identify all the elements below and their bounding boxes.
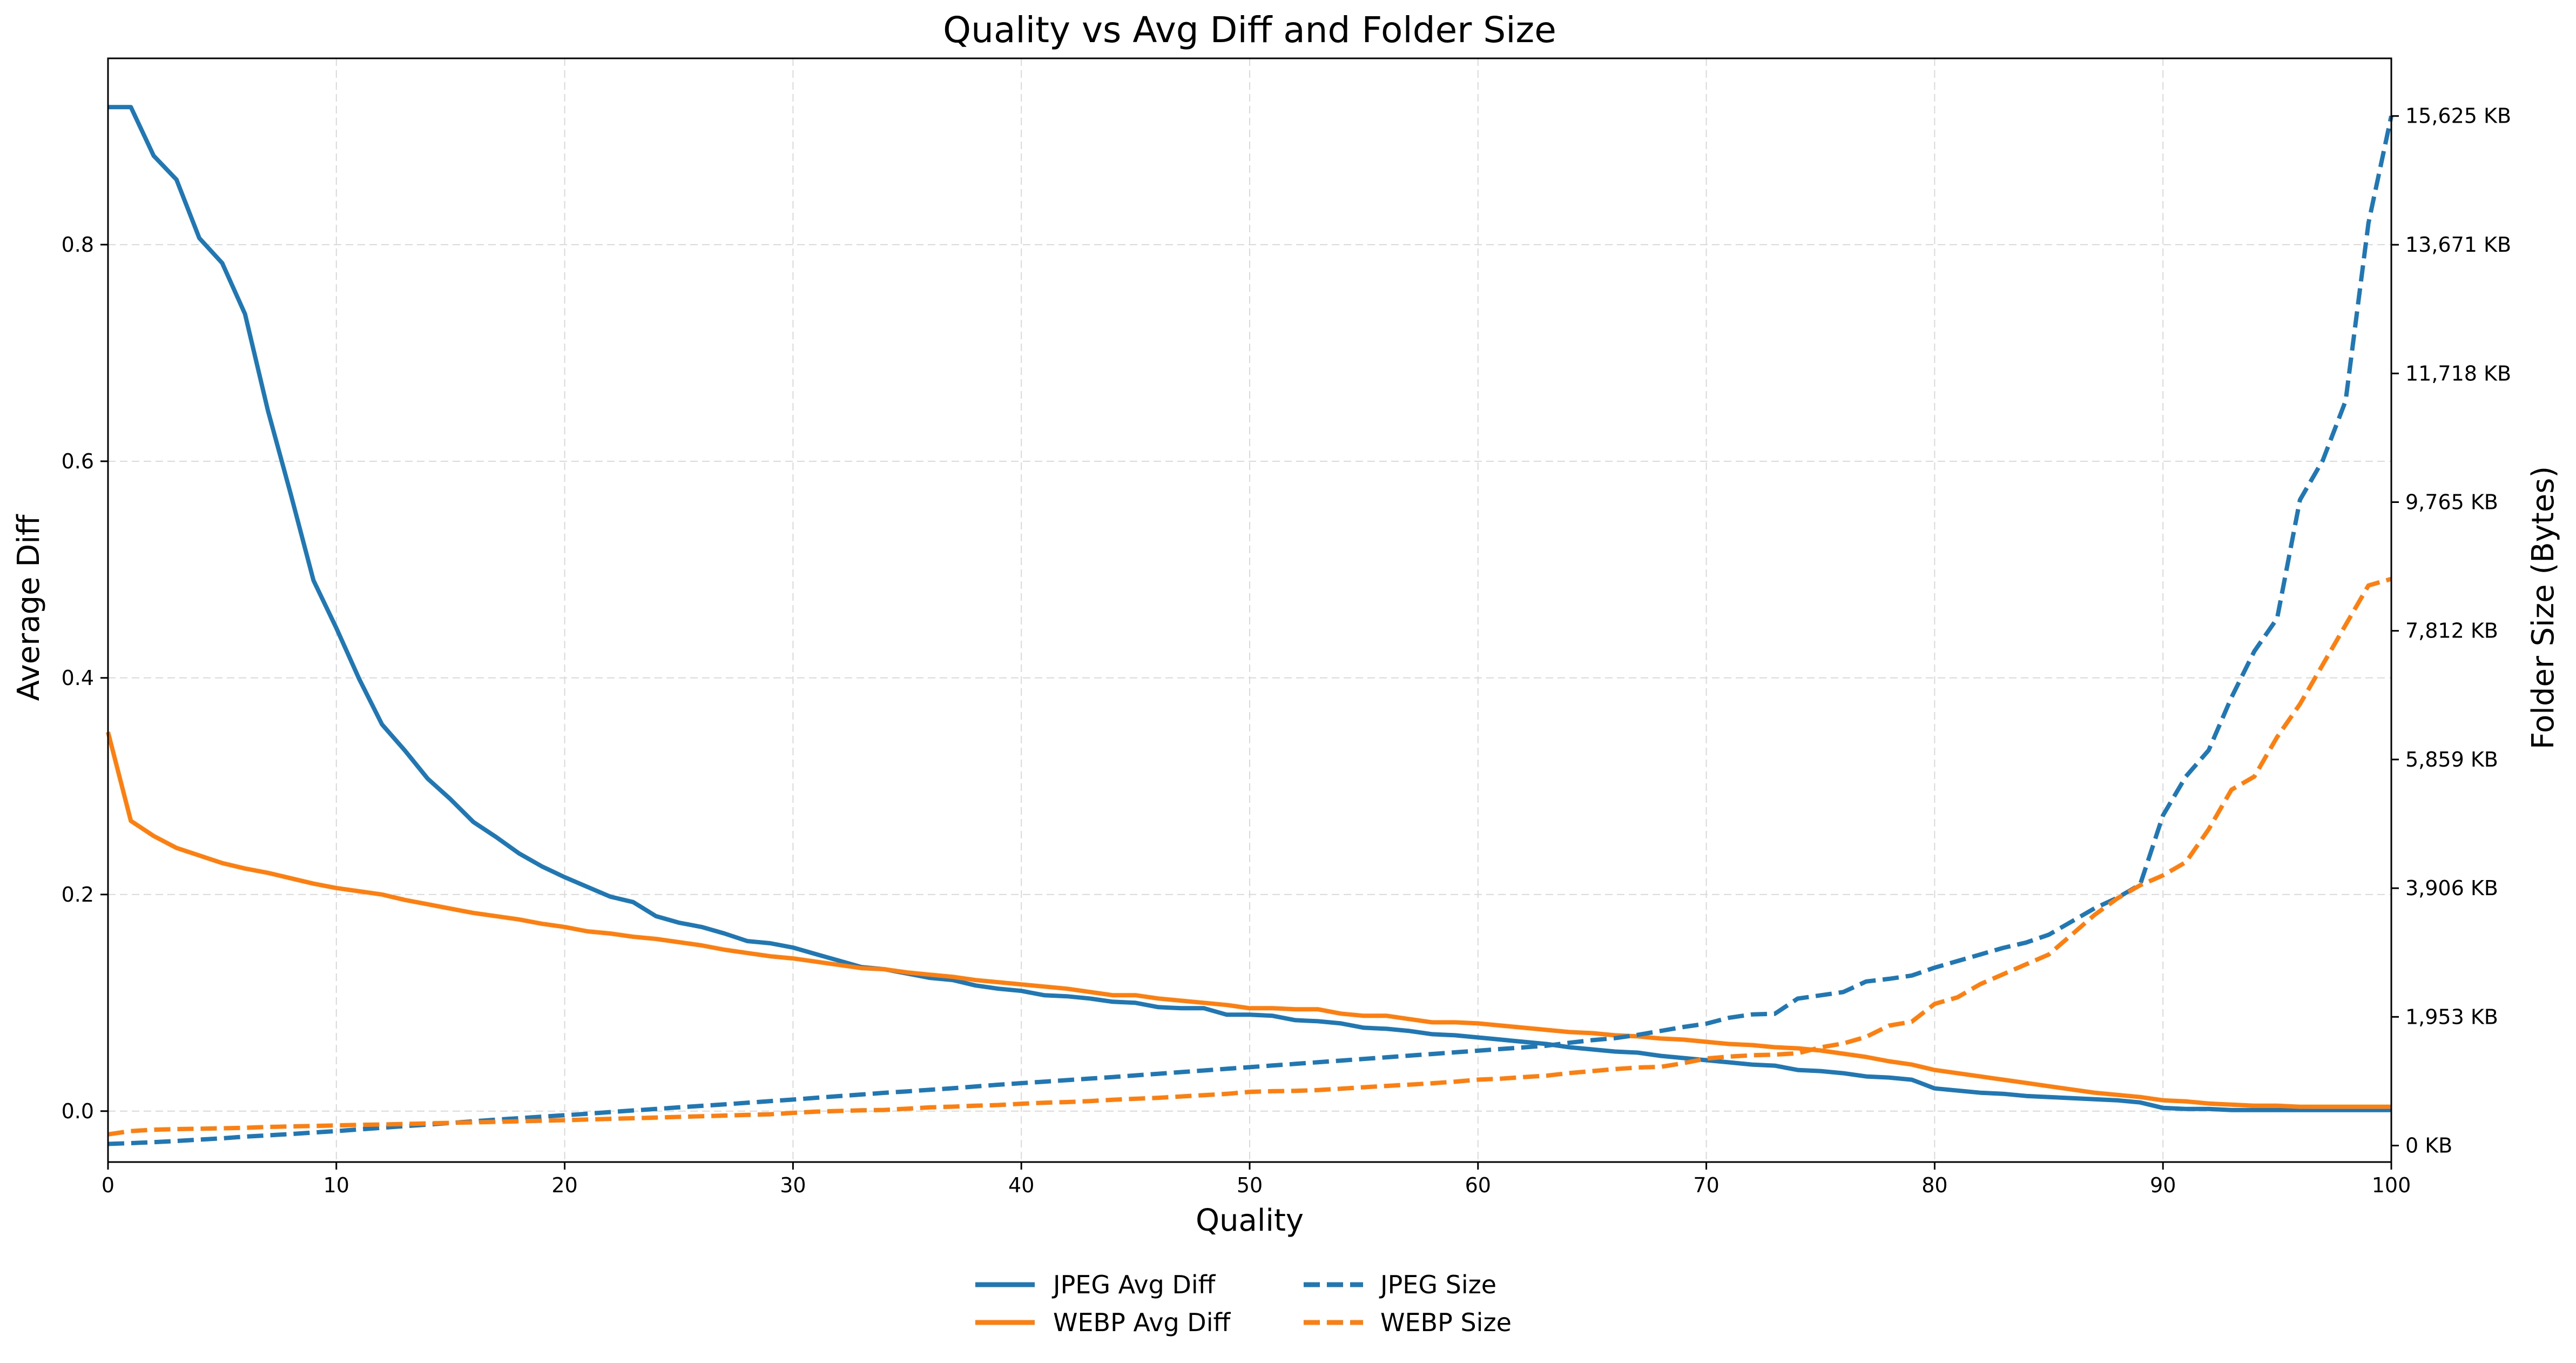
x-axis: 0 10 20 30 40 50 60 70 80 90 100 [102,1162,2411,1197]
chart-title: Quality vs Avg Diff and Folder Size [943,9,1556,51]
x-tick-label: 30 [780,1173,806,1197]
y2-tick-label: 13,671 KB [2405,233,2511,257]
y2-tick-label: 3,906 KB [2405,876,2498,900]
y-axis-right: 0 KB 1,953 KB 3,906 KB 5,859 KB 7,812 KB 9,76… [2391,104,2511,1158]
y2-tick-label: 0 KB [2405,1134,2452,1158]
x-tick-label: 90 [2150,1173,2176,1197]
y2-tick-label: 15,625 KB [2405,104,2511,128]
x-tick-label: 80 [1921,1173,1947,1197]
x-tick-label: 20 [551,1173,577,1197]
y2-tick-label: 11,718 KB [2405,361,2511,385]
x-tick-label: 50 [1237,1173,1263,1197]
legend-label-jpeg-size: JPEG Size [1379,1270,1496,1299]
x-tick-label: 70 [1693,1173,1719,1197]
y-tick-label: 0.8 [62,233,94,257]
legend-label-webp-avg-diff: WEBP Avg Diff [1053,1308,1231,1337]
x-tick-label: 60 [1465,1173,1491,1197]
y2-tick-label: 7,812 KB [2405,619,2498,643]
y-tick-label: 0.2 [62,883,94,907]
legend-label-jpeg-avg-diff: JPEG Avg Diff [1051,1270,1216,1299]
y-axis-left: 0.0 0.2 0.4 0.6 0.8 [62,233,108,1123]
x-tick-label: 100 [2372,1173,2411,1197]
y2-axis-title: Folder Size (Bytes) [2526,466,2561,749]
series-line-webp-size [107,576,2392,1137]
x-tick-label: 10 [323,1173,349,1197]
y2-tick-label: 1,953 KB [2405,1005,2498,1029]
y-tick-label: 0.6 [62,449,94,473]
legend: JPEG Avg Diff WEBP Avg Diff JPEG Size WE… [975,1270,1512,1337]
y-tick-label: 0.0 [62,1099,94,1123]
y2-tick-label: 9,765 KB [2405,490,2498,514]
y-tick-label: 0.4 [62,666,94,690]
legend-label-webp-size: WEBP Size [1380,1308,1512,1337]
series-layer [106,105,2393,1146]
y-axis-title: Average Diff [11,514,46,701]
y2-tick-label: 5,859 KB [2405,748,2498,771]
x-axis-title: Quality [1196,1203,1304,1238]
series-line-jpeg-avg-diff [108,105,2391,1112]
x-tick-label: 40 [1008,1173,1034,1197]
series-line-webp-avg-diff [106,731,2391,1109]
x-tick-label: 0 [102,1173,114,1197]
